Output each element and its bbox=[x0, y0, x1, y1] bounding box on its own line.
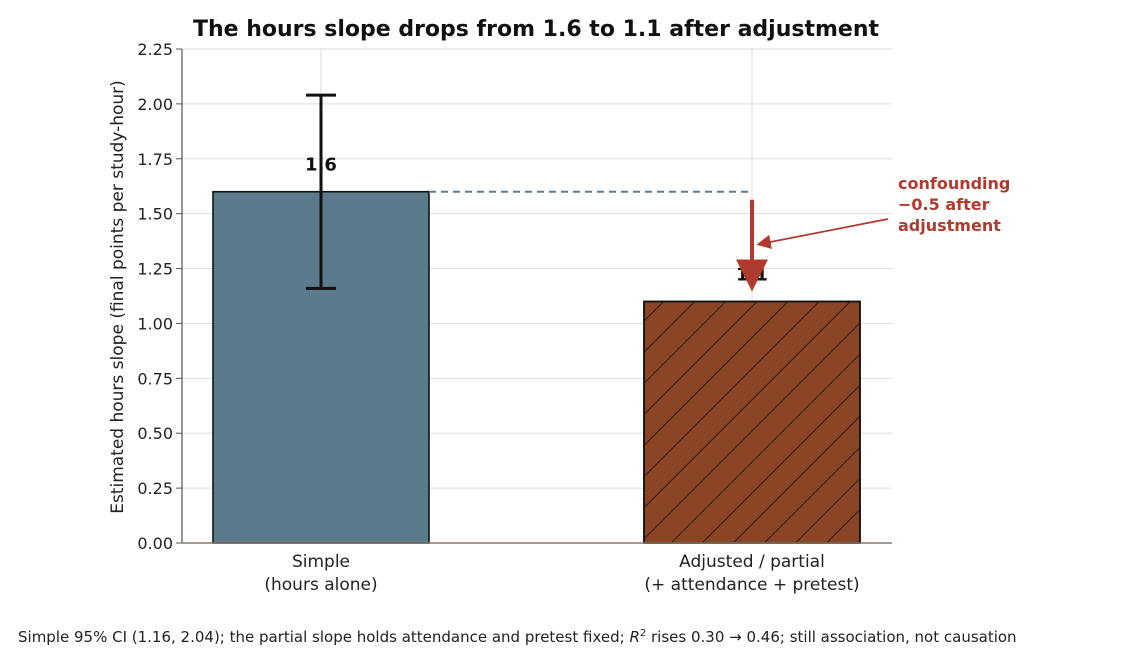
chart-caption: Simple 95% CI (1.16, 2.04); the partial … bbox=[18, 628, 1017, 646]
annotation-line: −0.5 after bbox=[898, 195, 990, 214]
y-tick-label: 1.75 bbox=[137, 150, 173, 169]
annotation-line: adjustment bbox=[898, 216, 1001, 235]
y-tick-label: 2.00 bbox=[137, 95, 173, 114]
x-tick-label: Simple bbox=[292, 552, 350, 572]
caption-sup: 2 bbox=[639, 628, 647, 639]
caption-prefix: Simple 95% CI (1.16, 2.04); the partial … bbox=[18, 628, 630, 646]
y-tick-label: 1.25 bbox=[137, 260, 173, 279]
chart-title: The hours slope drops from 1.6 to 1.1 af… bbox=[193, 17, 880, 42]
y-tick-label: 0.00 bbox=[137, 534, 173, 553]
value-label: 1.6 bbox=[305, 155, 337, 176]
x-tick-label: (hours alone) bbox=[264, 575, 377, 595]
annotation-line: confounding bbox=[898, 174, 1010, 193]
y-tick-label: 0.75 bbox=[137, 369, 173, 388]
annotation-pointer bbox=[756, 218, 889, 249]
y-tick-label: 0.50 bbox=[137, 424, 173, 443]
axes-layer: 0.00 0.25 0.50 0.75 1.00 1.25 1.50 1.75 2.00 2.25… bbox=[137, 40, 892, 595]
y-axis-label: Estimated hours slope (final points per … bbox=[108, 80, 128, 514]
y-tick-label: 1.50 bbox=[137, 205, 173, 224]
x-tick-label: (+ attendance + pretest) bbox=[644, 575, 859, 595]
y-tick-label: 0.25 bbox=[137, 479, 173, 498]
caption-suffix: rises 0.30 → 0.46; still association, no… bbox=[646, 628, 1017, 646]
x-tick-label: Adjusted / partial bbox=[679, 552, 825, 572]
caption-r: R bbox=[629, 628, 640, 646]
y-tick-label: 1.00 bbox=[137, 314, 173, 333]
bar-hatch bbox=[643, 300, 861, 544]
y-tick-label: 2.25 bbox=[137, 40, 173, 59]
